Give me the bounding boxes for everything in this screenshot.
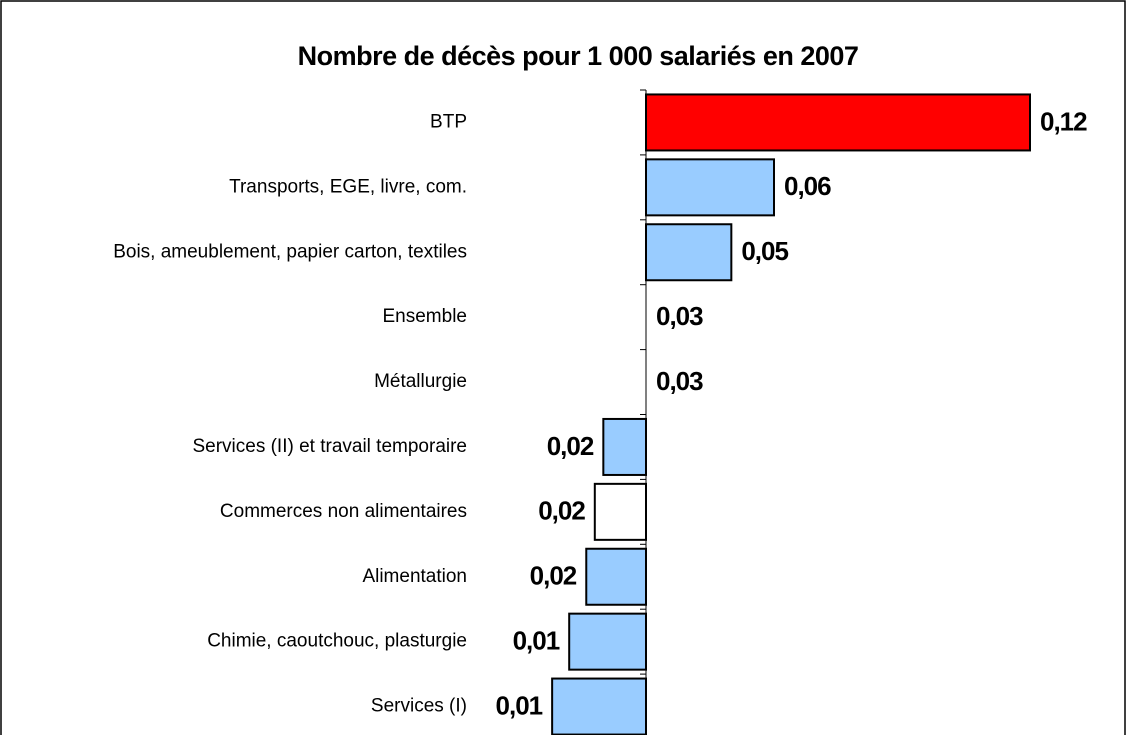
category-label: Alimentation: [362, 566, 467, 587]
bar: [568, 612, 648, 671]
bar: [645, 223, 733, 282]
bar: [551, 677, 648, 735]
category-label: Ensemble: [383, 306, 468, 327]
value-label: 0,06: [784, 171, 831, 201]
value-label: 0,01: [496, 690, 543, 720]
value-label: 0,03: [656, 301, 703, 331]
value-label: 0,02: [530, 561, 577, 591]
category-label: BTP: [430, 111, 467, 132]
category-label: Métallurgie: [374, 371, 467, 392]
value-label: 0,03: [656, 366, 703, 396]
category-label: Services (I): [371, 696, 467, 717]
bar: [645, 158, 775, 217]
bar: [593, 482, 647, 541]
bar: [602, 417, 647, 476]
bar: [585, 547, 647, 606]
chart-title: Nombre de décès pour 1 000 salariés en 2…: [298, 41, 859, 71]
bar: [645, 93, 1031, 152]
category-label: Bois, ameublement, papier carton, textil…: [113, 241, 467, 262]
value-label: 0,12: [1040, 106, 1087, 136]
category-label: Commerces non alimentaires: [220, 501, 467, 522]
category-label: Chimie, caoutchouc, plasturgie: [207, 631, 467, 652]
category-label: Transports, EGE, livre, com.: [229, 176, 467, 197]
value-label: 0,01: [513, 626, 560, 656]
value-label: 0,02: [547, 431, 594, 461]
value-label: 0,05: [741, 236, 788, 266]
category-label: Services (II) et travail temporaire: [192, 436, 467, 457]
value-label: 0,02: [538, 496, 585, 526]
